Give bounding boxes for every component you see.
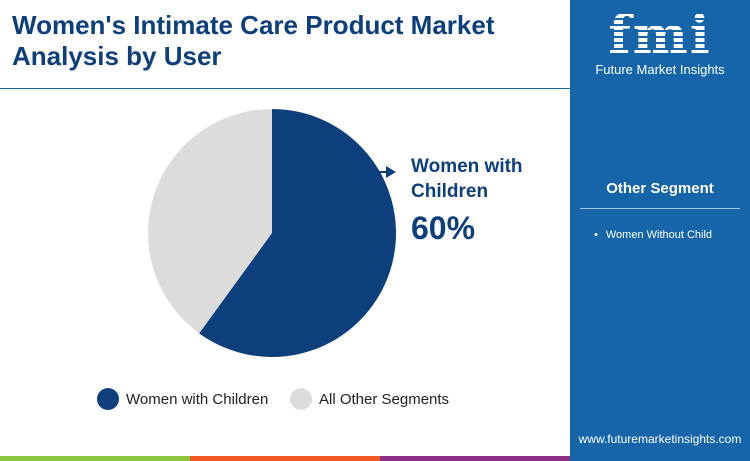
arrow-icon (386, 166, 396, 178)
legend-swatch (290, 388, 312, 410)
logo-mark: fmi (570, 8, 750, 64)
legend-item-all-other-segments: All Other Segments (290, 388, 449, 410)
callout-value: 60% (411, 210, 476, 246)
footer-bar-orange (190, 456, 380, 461)
fmi-logo: fmi Future Market Insights (570, 8, 750, 78)
pie-slice-women-with-children (199, 109, 396, 358)
logo-name: Future Market Insights (595, 62, 725, 77)
segment-divider (580, 208, 740, 209)
segment-item: Women Without Child (594, 229, 712, 241)
pie-slice-all-other-segments (147, 109, 272, 334)
legend-item-women-with-children: Women with Children (97, 388, 268, 410)
footer-bar-green (0, 456, 190, 461)
legend-swatch (97, 388, 119, 410)
pie-chart (147, 109, 396, 358)
website-url: www.futuremarketinsights.com (578, 432, 742, 446)
title-divider (0, 88, 570, 89)
other-segment-heading: Other Segment (606, 180, 714, 197)
callout: Women with Children 60% (411, 154, 541, 246)
page-title: Women's Intimate Care Product Market Ana… (12, 10, 495, 71)
footer-bar-purple (380, 456, 570, 461)
legend-label: All Other Segments (319, 390, 450, 408)
callout-label: Women with Children (411, 156, 523, 202)
legend-label: Women with Children (126, 390, 269, 408)
